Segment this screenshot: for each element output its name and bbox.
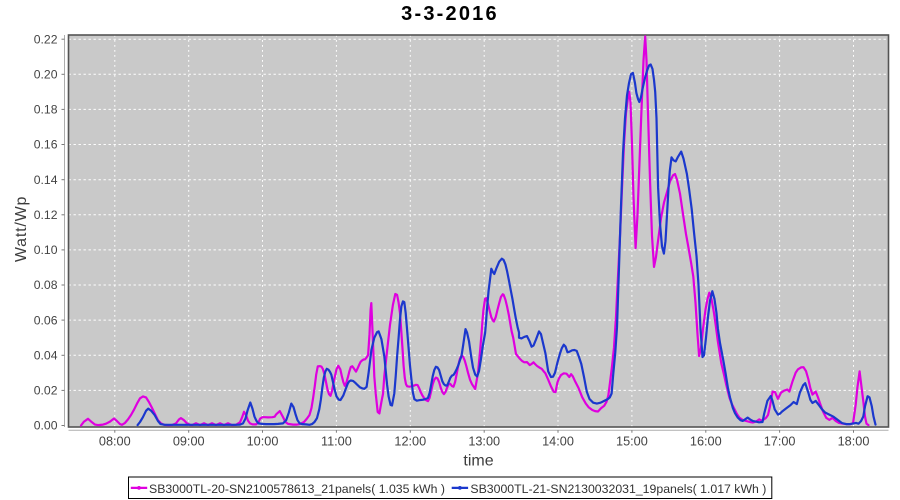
svg-text:08:00: 08:00 [99, 435, 131, 449]
svg-text:17:00: 17:00 [764, 435, 796, 449]
svg-text:14:00: 14:00 [542, 435, 574, 449]
svg-text:time: time [463, 453, 493, 470]
svg-text:15:00: 15:00 [616, 435, 648, 449]
svg-text:09:00: 09:00 [173, 435, 205, 449]
svg-text:16:00: 16:00 [690, 435, 722, 449]
svg-text:10:00: 10:00 [247, 435, 279, 449]
svg-text:0.12: 0.12 [34, 208, 58, 222]
svg-text:SB3000TL-21-SN2130032031_19pan: SB3000TL-21-SN2130032031_19panels( 1.017… [470, 482, 766, 496]
svg-text:0.10: 0.10 [34, 243, 58, 257]
svg-text:0.16: 0.16 [34, 138, 58, 152]
svg-text:0.06: 0.06 [34, 313, 58, 327]
svg-text:0.08: 0.08 [34, 278, 58, 292]
svg-text:0.18: 0.18 [34, 103, 58, 117]
svg-text:3-3-2016: 3-3-2016 [401, 3, 499, 25]
svg-text:18:00: 18:00 [838, 435, 870, 449]
svg-text:0.04: 0.04 [34, 349, 58, 363]
svg-text:11:00: 11:00 [321, 435, 352, 449]
svg-text:12:00: 12:00 [394, 435, 426, 449]
svg-text:SB3000TL-20-SN2100578613_21pan: SB3000TL-20-SN2100578613_21panels( 1.035… [149, 482, 445, 496]
svg-text:0.22: 0.22 [34, 32, 58, 46]
svg-text:Watt/Wp: Watt/Wp [13, 196, 30, 262]
svg-text:0.02: 0.02 [34, 384, 58, 398]
svg-text:13:00: 13:00 [468, 435, 500, 449]
svg-text:0.14: 0.14 [34, 173, 58, 187]
svg-text:0.20: 0.20 [34, 68, 58, 82]
svg-text:0.00: 0.00 [34, 419, 58, 433]
